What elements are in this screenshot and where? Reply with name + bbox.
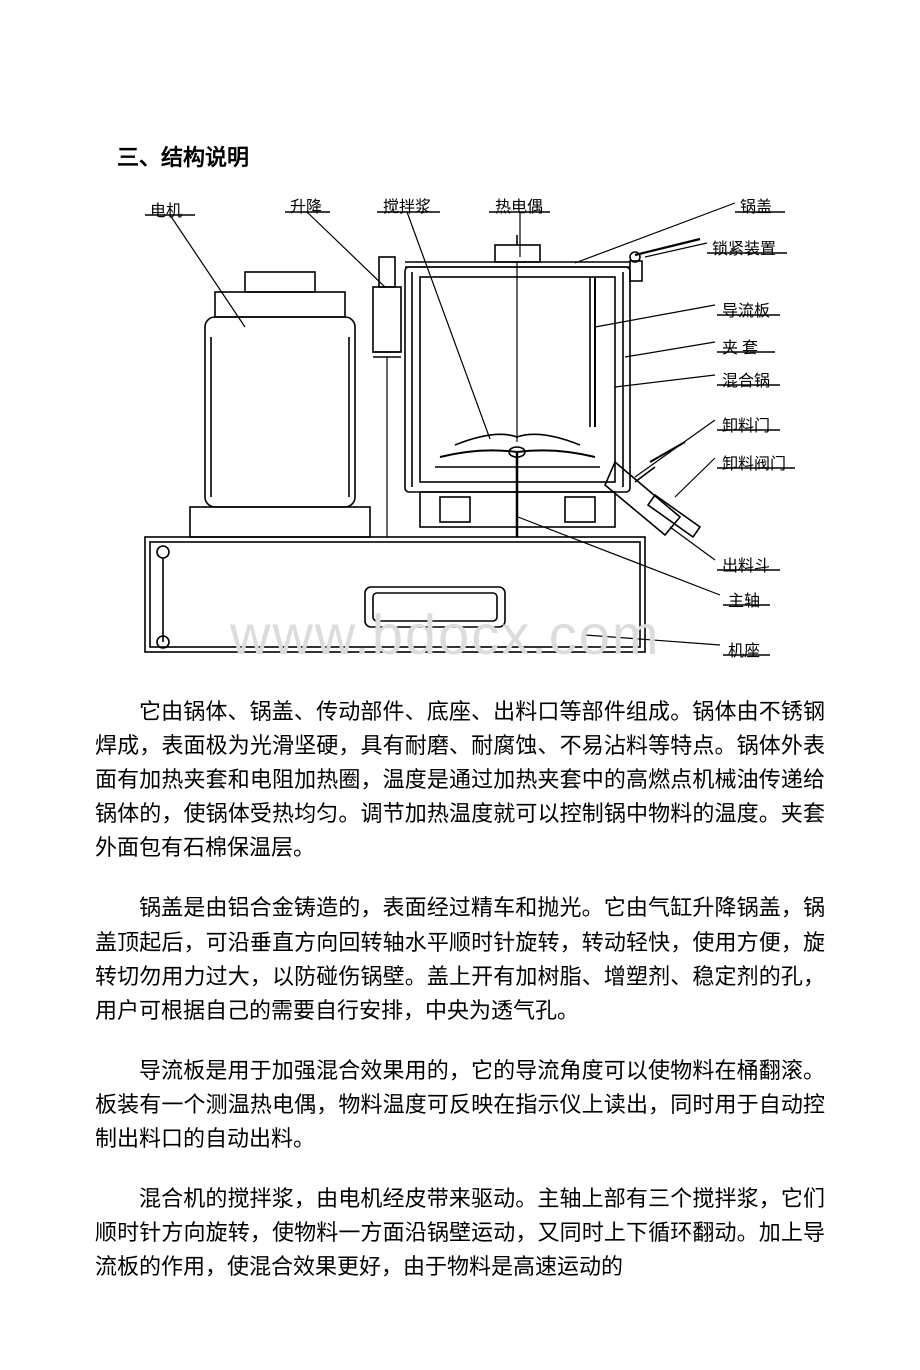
section-heading: 三、结构说明 [95, 140, 825, 172]
label-baffle: 导流板 [722, 297, 770, 321]
diagram-svg [95, 197, 825, 667]
label-lock: 锁紧装置 [712, 235, 776, 259]
label-shaft: 主轴 [728, 587, 760, 611]
paragraph-2: 锅盖是由铝合金铸造的，表面经过精车和抛光。它由气缸升降锅盖，锅盖顶起后，可沿垂直… [95, 891, 825, 1027]
paragraph-1: 它由锅体、锅盖、传动部件、底座、出料口等部件组成。锅体由不锈钢焊成，表面极为光滑… [95, 695, 825, 865]
paragraph-3: 导流板是用于加强混合效果用的，它的导流角度可以使物料在桶翻滚。板装有一个测温热电… [95, 1054, 825, 1156]
label-discharge-valve: 卸料阀门 [722, 450, 786, 474]
label-outlet: 出料斗 [722, 552, 770, 576]
label-thermocouple: 热电偶 [495, 193, 543, 217]
label-jacket: 夹 套 [722, 334, 758, 358]
label-lid: 锅盖 [740, 193, 772, 217]
label-pot: 混合锅 [722, 367, 770, 391]
label-paddle: 搅拌浆 [383, 193, 431, 217]
label-discharge-door: 卸料门 [722, 412, 770, 436]
label-motor: 电机 [150, 197, 182, 221]
structure-diagram: 电机 升降 搅拌浆 热电偶 锅盖 锁紧装置 导流板 夹 套 混合锅 卸料门 卸料… [95, 197, 825, 667]
label-base: 机座 [728, 637, 760, 661]
label-lift: 升降 [290, 193, 322, 217]
paragraph-4: 混合机的搅拌浆，由电机经皮带来驱动。主轴上部有三个搅拌浆，它们顺时针方向旋转，使… [95, 1182, 825, 1284]
